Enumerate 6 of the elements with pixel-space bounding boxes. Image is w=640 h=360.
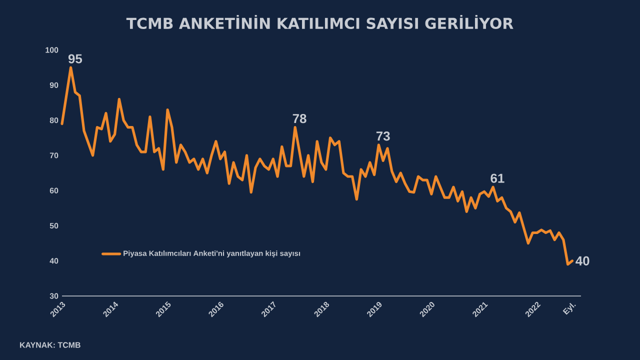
annotation: 95 [68,54,82,64]
annotation: 78 [292,114,306,124]
chart-title: TCMB ANKETİNİN KATILIMCI SAYISI GERİLİYOR [126,14,514,30]
annotation: 73 [376,132,390,141]
annotation: 40 [576,256,590,266]
annotation: 61 [490,174,504,183]
